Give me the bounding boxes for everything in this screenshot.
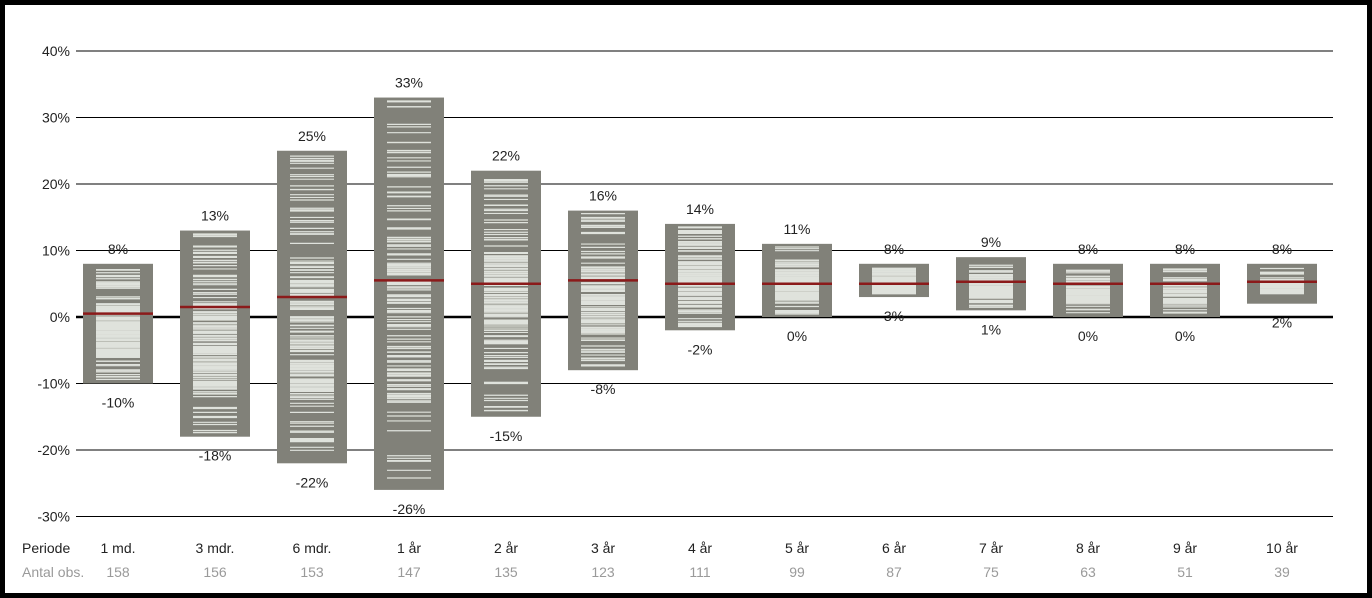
min-value-label: -2% [688,341,713,357]
x-tick-label: 10 år [1266,540,1298,556]
min-value-label: 0% [1175,328,1195,344]
observation-count: 99 [789,564,805,580]
max-value-label: 14% [686,201,714,217]
x-tick-label: 7 år [979,540,1003,556]
min-value-label: -22% [296,474,329,490]
x-tick-label: 5 år [785,540,809,556]
y-tick-label: -30% [37,509,70,525]
max-value-label: 33% [395,75,423,91]
range-bar [374,97,444,490]
min-value-label: 0% [787,328,807,344]
x-tick-label: 6 år [882,540,906,556]
range-bars [83,97,1317,490]
period-row-label: Periode [22,540,70,556]
max-value-label: 11% [784,221,811,237]
min-value-label: -26% [393,501,426,517]
observation-count: 158 [106,564,130,580]
range-bar-group [374,97,444,490]
observation-count: 153 [300,564,324,580]
min-value-label: -18% [199,448,232,464]
range-bar-group [665,223,735,331]
max-value-label: 8% [108,241,128,257]
x-tick-label: 4 år [688,540,712,556]
observation-count: 87 [886,564,902,580]
y-tick-label: -10% [37,376,70,392]
y-tick-label: -20% [37,442,70,458]
observation-count: 135 [494,564,518,580]
y-tick-label: 40% [42,43,70,59]
x-tick-label: 3 mdr. [196,540,235,556]
y-tick-label: 10% [42,243,70,259]
observation-count: 51 [1177,564,1193,580]
x-tick-label: 6 mdr. [293,540,332,556]
min-value-label: 1% [981,321,1001,337]
x-tick-label: 8 år [1076,540,1100,556]
min-value-label: -15% [490,428,523,444]
x-tick-label: 1 md. [100,540,135,556]
observation-count: 63 [1080,564,1096,580]
observation-count: 111 [689,564,710,580]
x-axis: Periode Antal obs. 1 md. 158 3 mdr. 156 6 md… [22,540,1298,580]
y-tick-label: 30% [42,110,70,126]
observation-count: 156 [203,564,227,580]
min-value-label: -8% [591,381,616,397]
count-row-label: Antal obs. [22,564,84,580]
max-value-label: 8% [884,241,904,257]
range-bar-group [1053,263,1123,317]
min-value-label: -10% [102,395,135,411]
min-value-label: 3% [884,308,904,324]
x-tick-label: 1 år [397,540,421,556]
y-tick-label: 0% [50,309,70,325]
range-bar-group [568,210,638,371]
range-bar-group [1247,263,1317,304]
max-value-label: 22% [492,148,520,164]
y-axis: 40% 30% 20% 10% 0% -10% -20% -30% [37,43,70,525]
observation-count: 123 [591,564,615,580]
min-value-label: 2% [1272,315,1292,331]
value-labels: 8% -10% 13% -18% 25% -22% 33% -26% 22% -15% 16% -8%… [102,75,1292,517]
max-value-label: 8% [1272,241,1292,257]
x-tick-label: 2 år [494,540,518,556]
range-bar-group [277,150,347,464]
min-value-label: 0% [1078,328,1098,344]
x-tick-label: 3 år [591,540,615,556]
range-bar [471,170,541,417]
range-bar-group [83,263,153,384]
range-bar-group [180,230,250,437]
range-bar-group [762,243,832,317]
observation-count: 75 [983,564,999,580]
range-bar-group [1150,263,1220,317]
range-bar-group [956,257,1026,311]
observation-count: 39 [1274,564,1290,580]
max-value-label: 25% [298,128,326,144]
max-value-label: 8% [1175,241,1195,257]
max-value-label: 9% [981,234,1001,250]
x-tick-label: 9 år [1173,540,1197,556]
max-value-label: 8% [1078,241,1098,257]
max-value-label: 13% [201,208,229,224]
max-value-label: 16% [589,188,617,204]
observation-count: 147 [397,564,421,580]
range-bar-group [471,170,541,417]
y-tick-label: 20% [42,176,70,192]
range-bar-group [859,263,929,298]
